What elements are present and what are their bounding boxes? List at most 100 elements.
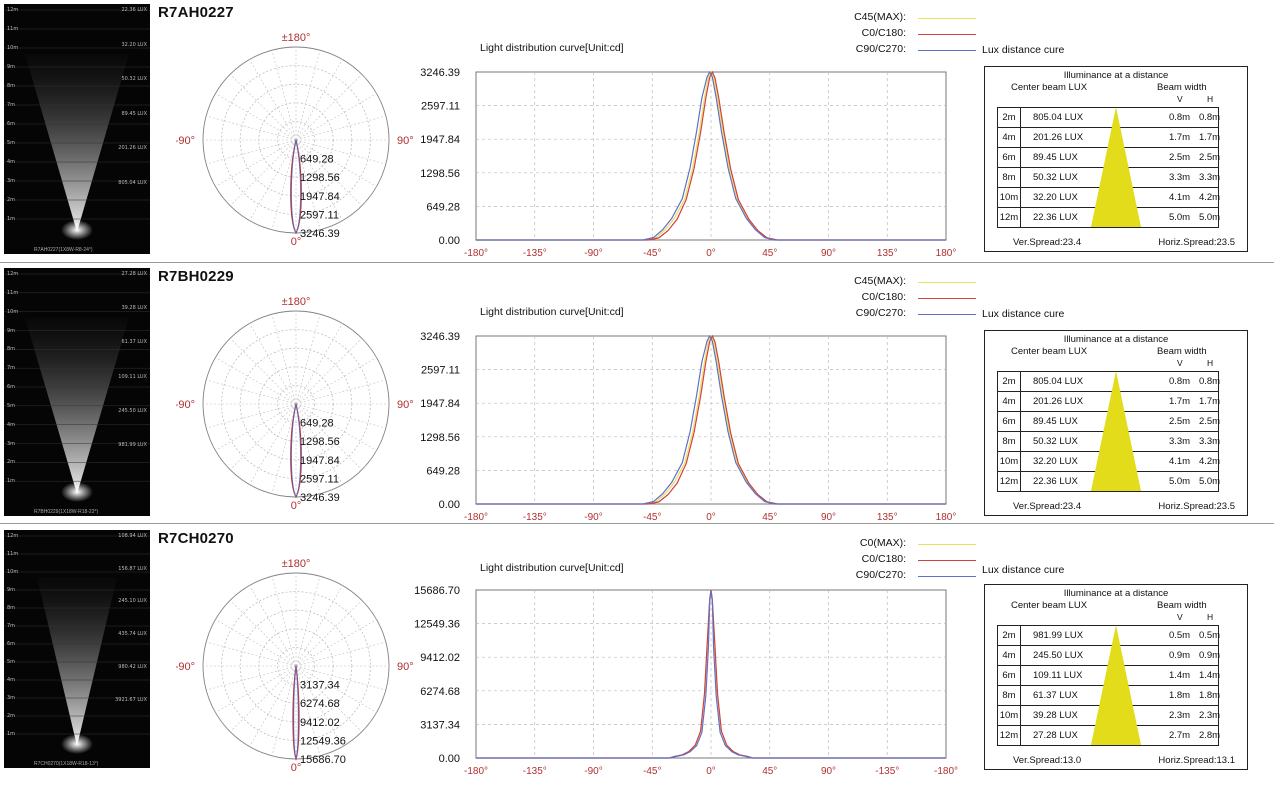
y-tick-label: 0.00 <box>439 753 460 765</box>
lux-value: 109.11 LUX <box>1032 670 1083 681</box>
series-line <box>476 334 946 505</box>
thumb-distance-label: 3m <box>7 440 16 447</box>
thumb-distance-label: 12m <box>7 7 19 13</box>
beam-width-v: 2.7m <box>1168 730 1191 741</box>
series-line <box>476 334 946 505</box>
beam-v-header: V <box>1177 358 1183 368</box>
beam-width-h: 0.8m <box>1198 112 1221 123</box>
legend-item: C0/C180: <box>820 26 990 42</box>
thumb-lux-label: 39.28 LUX <box>121 305 147 312</box>
beam-width-h: 1.4m <box>1198 670 1221 681</box>
polar-ring-label: 9412.02 <box>300 717 340 729</box>
legend-label: C90/C270: <box>855 307 906 319</box>
lux-value: 32.20 LUX <box>1032 192 1078 203</box>
thumb-distance-label: 3m <box>7 695 16 701</box>
thumb-distance-label: 9m <box>7 64 16 70</box>
x-tick-label: 135° <box>877 512 898 523</box>
legend-swatch <box>918 560 976 561</box>
thumb-caption: R7BH0229(1X18W-R18-22°) <box>34 509 99 515</box>
beam-width-h: 3.3m <box>1198 172 1221 183</box>
thumb-lux-label: 981.99 LUX <box>118 442 147 449</box>
y-tick-label: 12549.36 <box>414 619 460 631</box>
lux-value: 32.20 LUX <box>1032 456 1078 467</box>
y-tick-label: 15686.70 <box>414 585 460 597</box>
beam-width-h: 1.7m <box>1198 396 1221 407</box>
beam-h-header: H <box>1207 358 1214 368</box>
polar-ring-label: 2597.11 <box>300 473 339 485</box>
legend-item: C45(MAX): <box>820 10 990 26</box>
legend-swatch <box>918 544 976 545</box>
y-tick-label: 6274.68 <box>420 686 460 698</box>
polar-angle-label: 0° <box>291 762 302 774</box>
x-tick-label: -180° <box>464 512 488 523</box>
lux-table-box: Illuminance at a distance Center beam LUX… <box>984 330 1248 516</box>
beam-width-v: 1.7m <box>1168 396 1191 407</box>
curve-title: Light distribution curve[Unit:cd] <box>480 42 624 54</box>
ver-spread: Ver.Spread:23.4 <box>1013 237 1082 248</box>
thumb-distance-label: 10m <box>7 308 19 315</box>
polar-ring-label: 3246.39 <box>300 492 340 504</box>
beam-thumbnail: 12m 11m 10m 9m 8m 7m 6m 5m 4m 3m 2m 1m 22.36 LUX 32.2… <box>4 4 150 254</box>
legend-swatch <box>918 18 976 19</box>
thumb-distance-label: 4m <box>7 421 16 428</box>
thumb-distance-label: 1m <box>7 478 16 485</box>
ver-spread: Ver.Spread:23.4 <box>1013 501 1082 512</box>
polar-ring-label: 15686.70 <box>300 754 346 766</box>
thumb-distance-label: 6m <box>7 641 16 647</box>
x-tick-label: -135° <box>875 766 899 777</box>
lux-col-header: Center beam LUX <box>1011 82 1088 93</box>
beam-v-header: V <box>1177 612 1183 622</box>
distance-cell: 2m <box>997 107 1021 128</box>
lux-table-box: Illuminance at a distance Center beam LUX… <box>984 584 1248 770</box>
beam-width-v: 0.8m <box>1168 112 1191 123</box>
polar-ring-label: 1947.84 <box>300 191 340 203</box>
chart-legend: C0(MAX): C0/C180: C90/C270: <box>820 536 990 584</box>
distance-cell: 4m <box>997 127 1021 148</box>
beam-width-v: 1.7m <box>1168 132 1191 143</box>
ver-spread: Ver.Spread:13.0 <box>1013 755 1082 766</box>
distance-cell: 8m <box>997 431 1021 452</box>
x-tick-label: 0° <box>706 766 716 777</box>
x-tick-label: -180° <box>464 766 488 777</box>
thumb-lux-label: 89.45 LUX <box>121 110 147 117</box>
thumb-distance-label: 5m <box>7 140 16 146</box>
distance-cell: 6m <box>997 411 1021 432</box>
thumb-lux-label: 61.37 LUX <box>121 339 147 346</box>
distance-cell: 8m <box>997 685 1021 706</box>
thumb-lux-label: 108.94 LUX <box>118 533 147 539</box>
thumb-distance-label: 8m <box>7 83 16 89</box>
beam-h-header: H <box>1207 612 1214 622</box>
beam-width-h: 2.3m <box>1198 710 1221 721</box>
distance-cell: 12m <box>997 725 1021 746</box>
distance-cell: 10m <box>997 451 1021 472</box>
lux-value: 50.32 LUX <box>1032 172 1078 183</box>
polar-lobe <box>291 139 301 234</box>
hor-spread: Horiz.Spread:23.5 <box>1158 501 1235 512</box>
x-tick-label: 90° <box>821 248 836 259</box>
product-panel: 12m 11m 10m 9m 8m 7m 6m 5m 4m 3m 2m 1m 108.94 LUX 156… <box>0 526 1274 777</box>
polar-ring-label: 1947.84 <box>300 455 340 467</box>
x-tick-label: -135° <box>523 512 547 523</box>
thumb-distance-label: 10m <box>7 45 19 51</box>
y-tick-label: 3246.39 <box>420 67 460 79</box>
beam-width-h: 5.0m <box>1198 476 1221 487</box>
beam-triangle <box>1091 107 1141 227</box>
beam-width-v: 2.3m <box>1168 710 1191 721</box>
lux-col-header: Center beam LUX <box>1011 346 1088 357</box>
beam-width-v: 0.5m <box>1168 630 1191 641</box>
distance-cell: 10m <box>997 705 1021 726</box>
lux-table-box: Illuminance at a distance Center beam LUX… <box>984 66 1248 252</box>
lux-title: Lux distance cure <box>982 564 1065 576</box>
thumb-distance-label: 11m <box>7 289 19 296</box>
thumb-lux-label: 245.50 LUX <box>118 407 147 414</box>
polar-angle-label: ±180° <box>282 558 311 570</box>
legend-swatch <box>918 576 976 577</box>
beam-width-v: 4.1m <box>1168 192 1191 203</box>
legend-item: C90/C270: <box>820 42 990 58</box>
y-tick-label: 3137.34 <box>420 719 460 731</box>
y-tick-label: 1947.84 <box>420 134 460 146</box>
model-title: R7BH0229 <box>158 268 234 285</box>
polar-diagram: ±180° -90° 90° 0° 649.28 1298.56 1947.84 2597.1… <box>176 296 414 512</box>
legend-swatch <box>918 298 976 299</box>
lux-col-header: Center beam LUX <box>1011 600 1088 611</box>
